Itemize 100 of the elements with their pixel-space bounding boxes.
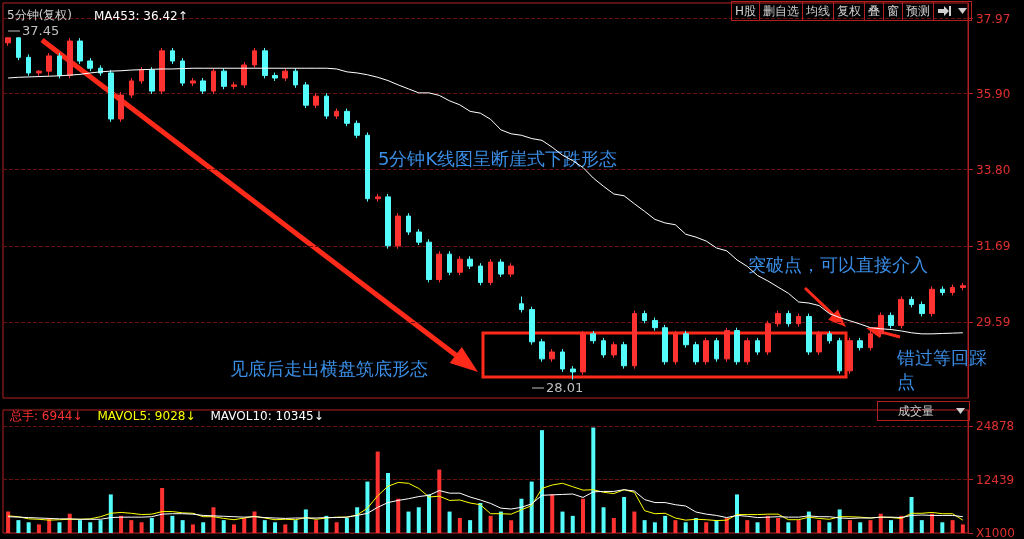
text: MAVOL10: 10345↓ [210, 409, 324, 423]
bar [519, 498, 524, 533]
bar [334, 522, 339, 533]
bar [252, 511, 257, 533]
candlestick [426, 238, 432, 283]
bar [385, 473, 390, 533]
bar [919, 520, 924, 533]
candlestick [334, 107, 339, 120]
candlestick [837, 337, 842, 375]
bar [160, 488, 165, 533]
candlestick [447, 250, 452, 276]
candlestick [898, 296, 904, 329]
candlestick [26, 53, 31, 77]
candlestick [693, 341, 699, 366]
bar [714, 520, 719, 533]
candlestick [734, 327, 740, 366]
candlestick [395, 212, 401, 250]
bar [529, 481, 534, 533]
candlestick [467, 255, 473, 270]
candlestick [775, 310, 781, 328]
candlestick [827, 330, 832, 345]
candlestick [231, 81, 237, 90]
bar [642, 520, 647, 533]
annotation: 37.45 [22, 23, 60, 38]
candlestick [303, 81, 309, 109]
candlestick [960, 282, 966, 291]
candlestick [621, 341, 627, 370]
candlestick [211, 67, 216, 95]
line-series [7, 481, 964, 522]
bar [724, 518, 729, 533]
bar [180, 520, 185, 533]
candlestick [406, 212, 411, 236]
candlestick [324, 92, 329, 120]
y-tick-label: X1000 [976, 526, 1015, 539]
candlestick [16, 36, 21, 61]
candlestick [46, 52, 52, 77]
candlestick [703, 337, 709, 366]
bar [375, 451, 380, 533]
bar [88, 522, 93, 533]
candlestick [67, 37, 73, 79]
candlestick [180, 57, 185, 87]
candlestick [129, 77, 134, 99]
candlestick [498, 258, 504, 278]
text: 5分钟(复权) [7, 8, 72, 22]
bar [755, 522, 760, 533]
annotation: 28.01 [546, 380, 584, 395]
bar [601, 507, 606, 533]
annotation: 突破点，可以直接介入 [748, 253, 928, 275]
bar [293, 520, 298, 533]
annotation: 成交量 [897, 403, 935, 420]
candlestick [786, 310, 791, 328]
bar [6, 511, 11, 533]
bar [683, 522, 688, 533]
bar [26, 522, 31, 533]
bar [396, 498, 401, 533]
bar [735, 494, 740, 533]
candlestick [529, 306, 535, 346]
bar [878, 513, 883, 533]
bar [314, 520, 319, 533]
candlestick [221, 67, 227, 90]
bar [581, 498, 586, 533]
y-tick-label: 29.59 [976, 315, 1011, 330]
bar [827, 522, 832, 533]
candlestick [159, 47, 165, 95]
annotation: 叠 [865, 2, 884, 20]
candlestick [816, 330, 822, 356]
candlestick [868, 330, 873, 352]
bar [539, 430, 544, 533]
candlestick [570, 365, 576, 381]
bar [868, 520, 873, 533]
candlestick [940, 285, 945, 296]
bar [889, 520, 894, 533]
bar [36, 524, 41, 533]
candlestick [611, 341, 617, 359]
bar [170, 515, 175, 533]
bar [129, 520, 134, 533]
dropdown: 成交量 [877, 401, 970, 421]
text: MAVOL5: 9028↓ [97, 409, 196, 423]
candlestick [755, 337, 760, 356]
bar [776, 518, 781, 533]
bar [786, 522, 791, 533]
bar [909, 497, 914, 533]
candlestick [662, 324, 668, 366]
candlestick [354, 119, 360, 139]
annotation: 见底后走出横盘筑底形态 [230, 357, 428, 379]
y-tick-label: 37.97 [976, 11, 1011, 26]
candlestick [77, 37, 83, 65]
candlestick [36, 69, 42, 77]
candlestick [909, 296, 914, 308]
bar [960, 524, 965, 533]
candlestick [118, 91, 124, 123]
y-tick-label: 35.90 [976, 86, 1011, 101]
candlestick [344, 107, 350, 127]
line-series [7, 67, 964, 335]
candlestick [375, 193, 381, 203]
candlestick [919, 301, 925, 317]
bar [416, 507, 421, 533]
bar [108, 494, 113, 533]
bar [77, 520, 82, 533]
bar [427, 494, 432, 533]
